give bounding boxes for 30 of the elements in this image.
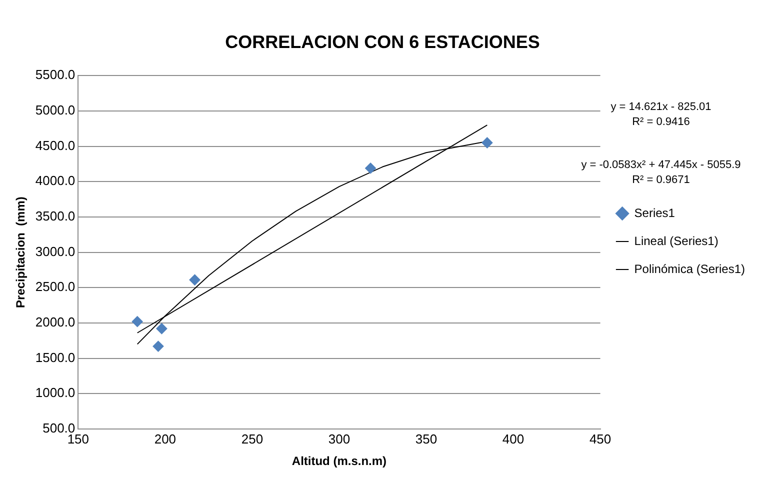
y-tick-label: 3500.0 xyxy=(35,208,76,224)
point xyxy=(365,162,376,174)
y-tick-label: 4500.0 xyxy=(35,138,76,153)
y-axis-title: Precipitacion (mm) xyxy=(14,196,28,308)
point xyxy=(482,137,493,148)
x-axis-title: Altitud (m.s.n.m) xyxy=(292,454,387,468)
y-tick-label: 3000.0 xyxy=(35,244,76,259)
y-tick-label: 5500.0 xyxy=(35,67,76,82)
point xyxy=(189,274,200,286)
text: y = 14.621x - 825.01 R² = 0.9416 xyxy=(610,100,712,130)
x-tick-label: 400 xyxy=(502,431,524,446)
point xyxy=(156,323,168,334)
legend-label: Lineal (Series1) xyxy=(634,234,718,248)
x-tick-label: 450 xyxy=(589,431,612,446)
y-tick-label: 2500.0 xyxy=(35,279,76,294)
x-tick-label: 300 xyxy=(328,431,350,446)
y-tick-label: 5000.0 xyxy=(35,102,76,118)
point xyxy=(152,340,164,352)
point xyxy=(132,316,143,328)
y-tick-label: 1500.0 xyxy=(35,350,76,365)
chart-title: CORRELACION CON 6 ESTACIONES xyxy=(225,32,540,52)
annotation: y = -0.0583x² + 47.445x - 5055.9 R² = 0.9671 xyxy=(580,158,742,188)
y-tick-label: 4000.0 xyxy=(35,173,76,188)
legend-label: Polinómica (Series1) xyxy=(634,262,746,276)
y-tick-label: 1000.0 xyxy=(35,385,76,400)
y-tick-label: 2000.0 xyxy=(35,314,76,330)
x-tick-label: 200 xyxy=(154,431,176,446)
x-tick-label: 250 xyxy=(241,431,264,446)
x-tick-label: 350 xyxy=(415,431,438,446)
legend-label: Series1 xyxy=(634,206,676,220)
